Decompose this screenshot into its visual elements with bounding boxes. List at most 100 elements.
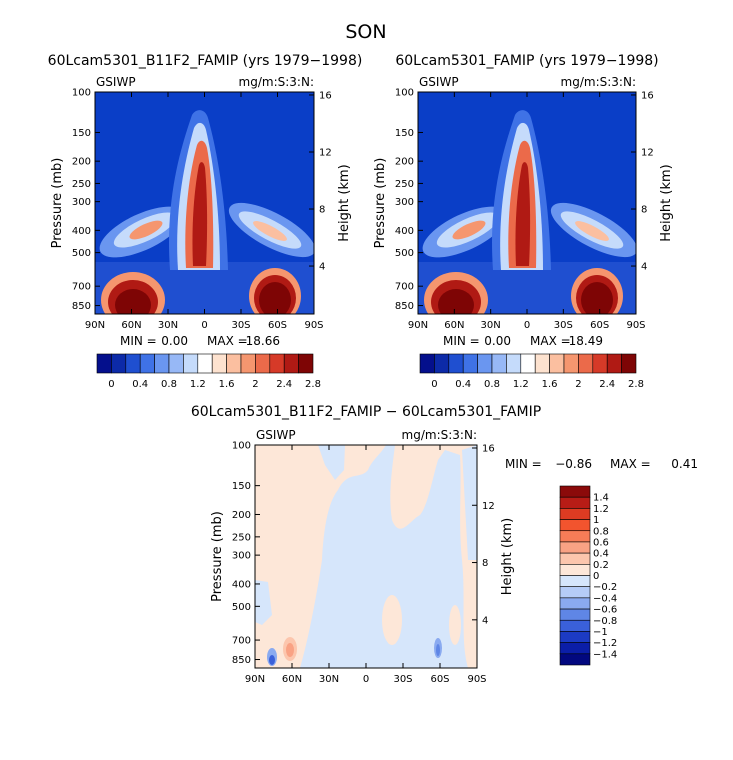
y-tick-label: 150 (395, 128, 414, 139)
colorbar-swatch (154, 353, 170, 374)
colorbar-label: 0.4 (132, 379, 148, 390)
max-label: MAX = (610, 457, 651, 471)
panel-difference: 60Lcam5301_B11F2_FAMIP − 60Lcam5301_FAMI… (191, 404, 698, 685)
colorbar-swatch (255, 353, 271, 374)
colorbar-label: −0.6 (593, 605, 617, 616)
positive-cell-core (286, 643, 294, 657)
x-tick-label: 60N (444, 320, 464, 331)
colorbar-label: −1.4 (593, 649, 617, 660)
axes: 90N 60N 30N 0 30S 60S 90S 100 150 200 250 300 400 500… (373, 88, 674, 332)
y-tick-label: 500 (395, 248, 414, 259)
y-right-tick-label: 8 (641, 205, 647, 216)
contour-field (255, 445, 477, 668)
colorbar-swatch (559, 564, 591, 576)
y-right-tick-label: 8 (482, 558, 488, 569)
colorbar-swatch (96, 353, 112, 374)
panel-title: 60Lcam5301_B11F2_FAMIP − 60Lcam5301_FAMI… (191, 404, 541, 420)
y-tick-label: 400 (395, 226, 414, 237)
colorbar-label: −1.2 (593, 638, 617, 649)
y-tick-label: 150 (72, 128, 91, 139)
colorbar-swatch (606, 353, 622, 374)
colorbar-swatch (559, 530, 591, 543)
y-right-tick-label: 8 (319, 205, 325, 216)
y-right-tick-label: 12 (319, 147, 332, 158)
y-tick-label: 100 (72, 88, 91, 99)
colorbar-label: 1.2 (190, 379, 206, 390)
x-tick-label: 0 (363, 674, 369, 685)
colorbar-swatch (283, 353, 299, 374)
y-axis-right-title: Height (km) (659, 164, 674, 241)
x-tick-label: 0 (201, 320, 207, 331)
y-tick-label: 850 (72, 301, 91, 312)
colorbar-swatch (477, 353, 493, 374)
colorbar-swatch (559, 508, 591, 520)
colorbar-swatch (559, 519, 591, 532)
colorbar-swatch (462, 353, 478, 374)
x-tick-label: 60S (590, 320, 609, 331)
colorbar-label: 0.4 (593, 549, 609, 560)
colorbar-label: 1.6 (542, 379, 558, 390)
nh-surface-lobe-core (438, 289, 474, 314)
colorbar-label: 0 (593, 571, 599, 582)
y-right-tick-label: 16 (319, 90, 332, 101)
colorbar: 0 0.4 0.8 1.2 1.6 2 2.4 2.8 (419, 353, 644, 390)
x-tick-label: 90S (304, 320, 323, 331)
negative-region-main (300, 445, 468, 668)
colorbar-label: −0.2 (593, 582, 617, 593)
colorbar-swatch (197, 353, 213, 374)
negative-region-right-edge (462, 445, 477, 560)
panel-title: 60Lcam5301_FAMIP (yrs 1979−1998) (395, 53, 658, 69)
y-right-tick-label: 16 (482, 443, 495, 454)
y-right-tick-label: 12 (641, 147, 654, 158)
y-tick-label: 300 (395, 197, 414, 208)
y-tick-label: 500 (232, 602, 251, 613)
y-tick-label: 700 (232, 636, 251, 647)
axes: 90N 60N 30N 0 30S 60S 90S 100 150 200 250 300 400 500… (210, 441, 515, 686)
x-tick-label: 30S (231, 320, 250, 331)
y-tick-label: 150 (232, 481, 251, 492)
colorbar-swatch (419, 353, 435, 374)
colorbar-swatch (559, 485, 591, 498)
nh-storm-track-core (452, 220, 486, 240)
colorbar-label: 0.8 (161, 379, 177, 390)
x-tick-label: 0 (524, 320, 530, 331)
x-tick-label: 30N (319, 674, 339, 685)
y-tick-label: 400 (232, 579, 251, 590)
y-axis-title: Pressure (mb) (373, 158, 388, 249)
season-title: SON (345, 21, 386, 43)
y-tick-label: 300 (72, 197, 91, 208)
colorbar-swatch (111, 353, 127, 374)
x-tick-label: 30N (481, 320, 501, 331)
negative-region-left (255, 580, 272, 625)
y-tick-label: 250 (395, 179, 414, 190)
colorbar-label: 0.4 (455, 379, 471, 390)
colorbar-label: 0 (431, 379, 437, 390)
sh-surface-lobe-core (259, 282, 291, 314)
colorbar-swatch (563, 353, 579, 374)
axes: 90N 60N 30N 0 30S 60S 90S 100 150 200 250 300 400 500… (50, 88, 352, 332)
colorbar-swatch (506, 353, 522, 374)
x-tick-label: 60S (430, 674, 449, 685)
colorbar-label: 0.8 (484, 379, 500, 390)
y-tick-label: 100 (395, 88, 414, 99)
y-tick-label: 200 (395, 157, 414, 168)
tropical-column-core (515, 162, 531, 266)
y-tick-label: 200 (72, 157, 91, 168)
x-tick-label: 90S (467, 674, 486, 685)
negative-cell-core (436, 644, 440, 656)
right-field-label: mg/m:S:3:N: (402, 428, 477, 442)
colorbar-label: −0.8 (593, 616, 617, 627)
colorbar-swatch (168, 353, 184, 374)
x-tick-label: 60S (268, 320, 287, 331)
colorbar-swatch (520, 353, 536, 374)
colorbar-swatch (534, 353, 550, 374)
colorbar-swatch (559, 653, 591, 666)
colorbar-label: 2.8 (305, 379, 321, 390)
max-value: 18.66 (246, 334, 280, 348)
colorbar-swatch (549, 353, 565, 374)
max-value: 18.49 (569, 334, 603, 348)
y-right-tick-label: 4 (641, 262, 647, 273)
colorbar-label: 2 (575, 379, 581, 390)
sh-surface-lobe-core (581, 282, 613, 314)
